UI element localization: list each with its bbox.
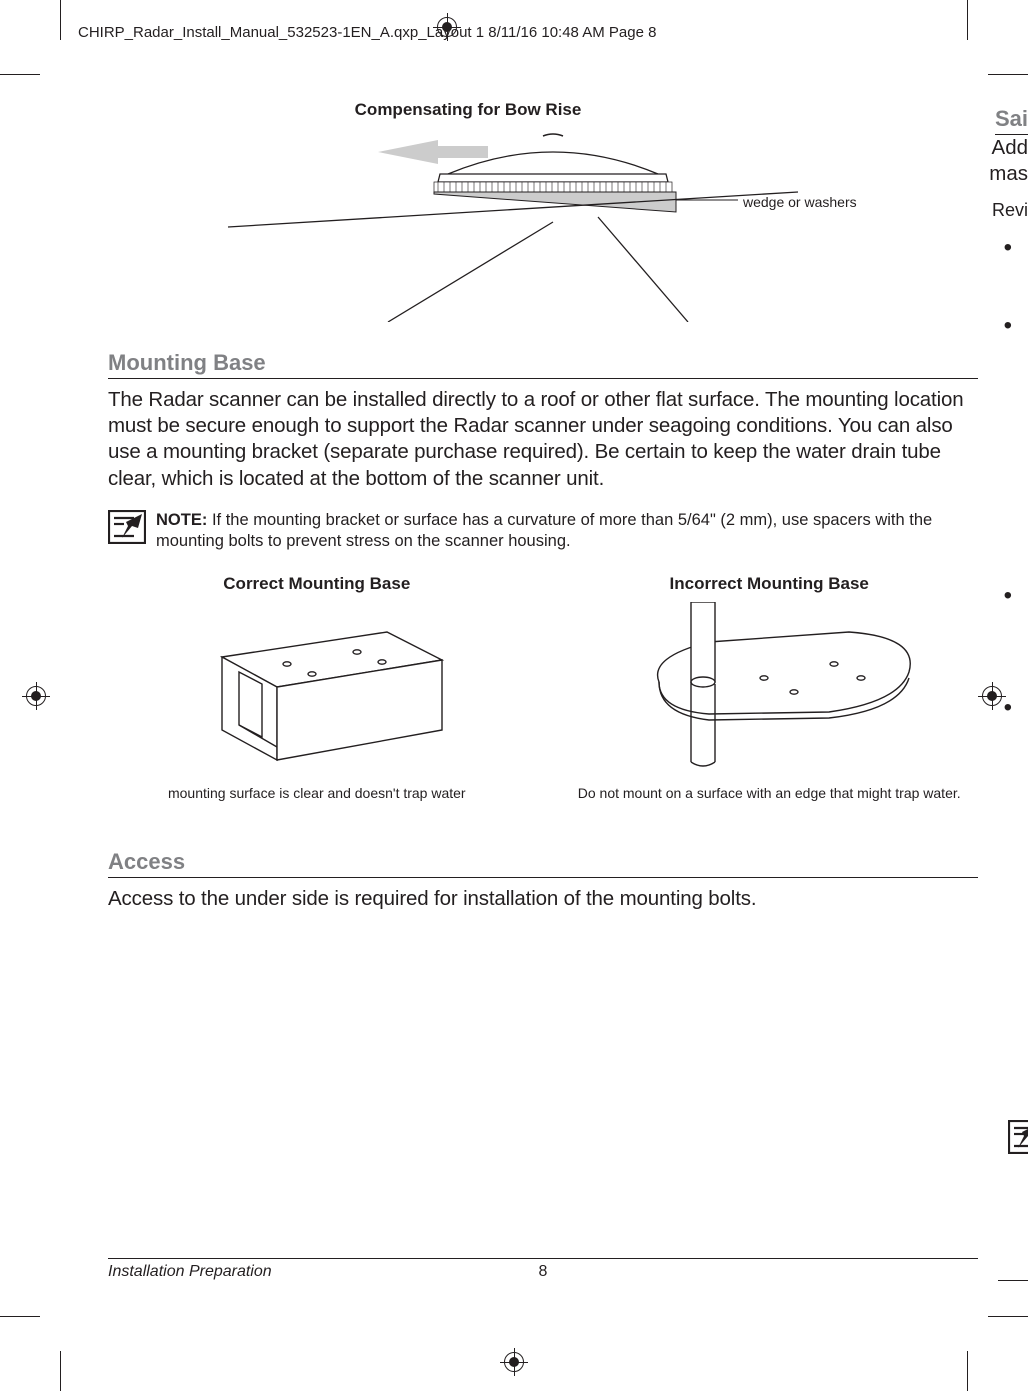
body-text: Access to the under side is required for… — [108, 886, 978, 912]
note-text: NOTE: If the mounting bracket or surface… — [156, 510, 978, 552]
side-text-fragment: mas — [989, 162, 1028, 186]
correct-base-svg — [167, 602, 467, 772]
content-area: Compensating for Bow Rise — [108, 100, 978, 912]
arrow-icon — [378, 140, 488, 164]
side-heading-fragment: Sai — [995, 106, 1028, 135]
bullet-icon: • — [1004, 582, 1012, 610]
body-text: The Radar scanner can be installed direc… — [108, 387, 978, 492]
figure-caption: Do not mount on a surface with an edge t… — [560, 785, 978, 801]
side-text-fragment: Add — [992, 136, 1028, 160]
section-mounting-base: Mounting Base The Radar scanner can be i… — [108, 350, 978, 801]
figure-title: Incorrect Mounting Base — [560, 574, 978, 594]
figure-bow-rise: Compensating for Bow Rise — [108, 100, 978, 320]
note-body: If the mounting bracket or surface has a… — [156, 511, 932, 550]
crop-mark — [967, 0, 968, 40]
crop-mark — [0, 74, 40, 75]
print-header-line: CHIRP_Radar_Install_Manual_532523-1EN_A.… — [78, 24, 656, 41]
crop-mark — [967, 1351, 968, 1391]
bow-rise-svg — [128, 122, 848, 322]
note-icon — [108, 510, 146, 549]
figure-title: Compensating for Bow Rise — [268, 100, 668, 120]
bullet-icon: • — [1004, 234, 1012, 262]
figure-title: Correct Mounting Base — [108, 574, 526, 594]
incorrect-base-svg — [599, 602, 939, 772]
note-block: NOTE: If the mounting bracket or surface… — [108, 510, 978, 552]
figures-row: Correct Mounting Base — [108, 574, 978, 801]
callout-label: wedge or washers — [743, 194, 857, 210]
bullet-icon: • — [1004, 694, 1012, 722]
crop-mark — [0, 1316, 40, 1317]
heading-mounting-base: Mounting Base — [108, 350, 978, 379]
figure-caption: mounting surface is clear and doesn't tr… — [108, 785, 526, 801]
section-access: Access Access to the under side is requi… — [108, 849, 978, 912]
figure-incorrect: Incorrect Mounting Base — [560, 574, 978, 801]
note-label: NOTE: — [156, 511, 207, 529]
crop-mark — [60, 0, 61, 40]
side-text-fragment: Revi — [992, 200, 1028, 221]
bullet-icon: • — [1004, 312, 1012, 340]
heading-access: Access — [108, 849, 978, 878]
page-footer: Installation Preparation 8 — [108, 1258, 978, 1281]
crop-mark — [60, 1351, 61, 1391]
facing-page-fragments: Sai Add mas Revi • • • • — [990, 0, 1028, 1391]
figure-correct: Correct Mounting Base — [108, 574, 526, 801]
side-footer-rule — [998, 1280, 1028, 1281]
footer-section-name: Installation Preparation — [108, 1263, 272, 1281]
page-container: CHIRP_Radar_Install_Manual_532523-1EN_A.… — [0, 0, 1028, 1391]
note-icon-fragment — [1008, 1120, 1028, 1154]
